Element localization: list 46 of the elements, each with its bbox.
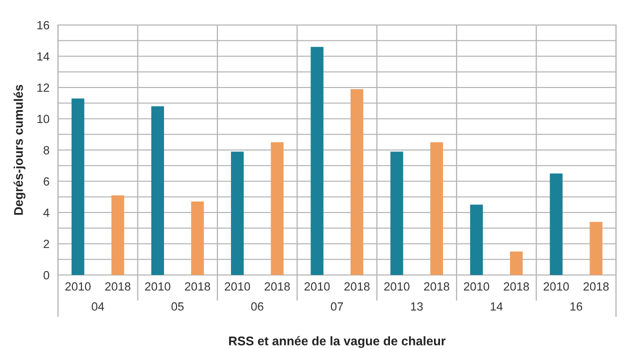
- bar: [510, 252, 523, 275]
- x-tick-label: 13: [411, 302, 423, 311]
- bar: [230, 152, 244, 275]
- y-tick-label: 14: [37, 52, 50, 61]
- bar: [270, 142, 284, 275]
- text: 2018: [504, 282, 529, 291]
- bar: [430, 142, 444, 275]
- bar: [590, 222, 602, 275]
- y-tick-label: 2: [44, 240, 50, 248]
- series-label: 2010: [65, 282, 91, 291]
- bar: [151, 106, 164, 275]
- x-tick-label: 06: [251, 302, 264, 311]
- bar: [390, 152, 404, 275]
- y-tick-label: 10: [37, 114, 50, 124]
- bar: [72, 98, 84, 275]
- text: 2010: [145, 282, 170, 291]
- x-tick-label: 14: [490, 302, 503, 311]
- text: 2010: [304, 282, 330, 291]
- bar: [350, 89, 364, 275]
- text: 2018: [424, 282, 450, 291]
- y-tick-label: 4: [43, 208, 50, 217]
- x-tick-label: 07: [330, 302, 343, 311]
- bar: [470, 204, 483, 275]
- text: 2018: [184, 282, 210, 291]
- y-tick-label: 6: [44, 177, 50, 186]
- y-tick-label: 16: [37, 21, 50, 30]
- bar: [111, 195, 124, 275]
- y-tick-label: 0: [44, 271, 50, 280]
- text: 2018: [344, 282, 370, 291]
- text: 2018: [584, 282, 609, 291]
- bar: [191, 202, 204, 275]
- bar: [310, 46, 324, 275]
- text: 2018: [105, 282, 130, 291]
- text: 2010: [544, 282, 569, 291]
- text: 2010: [384, 282, 410, 291]
- text: 2010: [224, 282, 250, 291]
- x-tick-label: 04: [92, 302, 104, 311]
- text: 2010: [464, 282, 490, 291]
- y-tick-label: 12: [37, 84, 50, 92]
- y-axis-title: Degrés-jours cumulés: [14, 84, 26, 215]
- x-tick-label: 05: [171, 302, 184, 311]
- x-tick-label: 16: [570, 302, 582, 311]
- x-axis-title: RSS et année de la vague de chaleur: [229, 336, 446, 348]
- bar: [550, 173, 563, 275]
- y-tick-label: 8: [44, 146, 50, 154]
- series-label: 2018: [264, 282, 290, 291]
